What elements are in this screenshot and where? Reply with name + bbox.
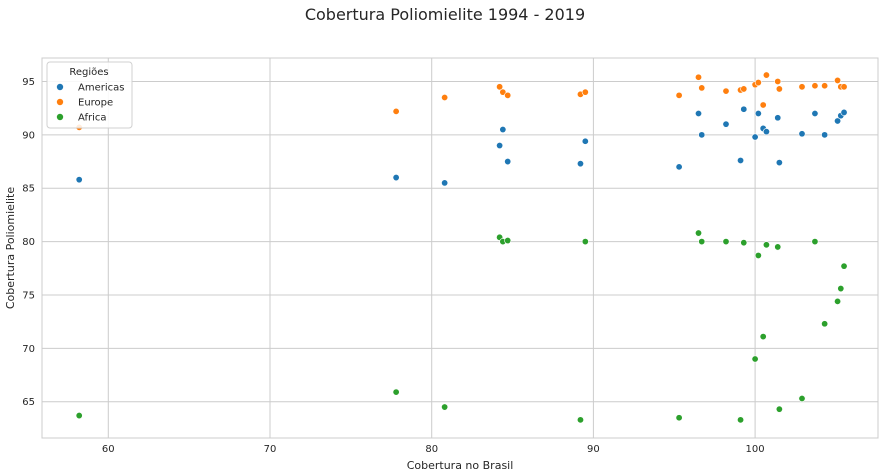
data-point-europe (441, 93, 449, 101)
data-point-americas (762, 128, 770, 136)
data-point-americas (740, 105, 748, 113)
data-point-africa (798, 395, 806, 403)
y-tick-label: 90 (22, 130, 35, 141)
legend-marker-africa (56, 113, 64, 121)
data-point-europe (504, 91, 512, 99)
data-point-africa (762, 241, 770, 249)
data-point-africa (840, 262, 848, 270)
data-point-americas (576, 160, 584, 168)
data-point-americas (392, 174, 400, 182)
data-point-africa (504, 237, 512, 245)
data-point-africa (834, 297, 842, 305)
data-point-europe (798, 83, 806, 91)
data-point-americas (581, 137, 589, 145)
data-point-europe (821, 82, 829, 90)
data-point-americas (798, 130, 806, 138)
data-point-europe (392, 107, 400, 115)
data-point-americas (834, 117, 842, 125)
data-point-africa (811, 238, 819, 246)
data-point-europe (834, 76, 842, 84)
y-tick-label: 95 (22, 77, 35, 88)
data-point-americas (695, 110, 703, 118)
x-tick-label: 80 (425, 444, 438, 455)
data-point-europe (499, 88, 507, 96)
data-point-americas (840, 108, 848, 116)
data-point-europe (774, 77, 782, 85)
y-tick-label: 80 (22, 237, 35, 248)
y-tick-label: 85 (22, 184, 35, 195)
legend-label-americas: Americas (78, 83, 124, 94)
legend: Regiões Americas Europe Africa (46, 61, 133, 129)
data-points (75, 71, 848, 424)
data-point-africa (441, 403, 449, 411)
data-point-americas (737, 156, 745, 164)
data-point-europe (675, 91, 683, 99)
plot-area (41, 57, 879, 439)
data-point-europe (754, 79, 762, 87)
data-point-americas (821, 131, 829, 139)
legend-label-africa: Africa (78, 113, 107, 124)
data-point-europe (722, 87, 730, 95)
data-point-africa (737, 416, 745, 424)
data-point-europe (775, 85, 783, 93)
tick-labels: 60 70 80 90 100 65 70 75 80 85 90 95 (22, 77, 764, 455)
legend-label-europe: Europe (78, 98, 113, 109)
y-axis-label: Cobertura Poliomielite (4, 187, 17, 310)
data-point-europe (740, 85, 748, 93)
data-point-africa (675, 414, 683, 422)
data-point-africa (837, 285, 845, 293)
legend-marker-europe (56, 98, 64, 106)
data-point-europe (496, 83, 504, 91)
data-point-africa (698, 238, 706, 246)
legend-title: Regiões (69, 67, 108, 78)
chart-title: Cobertura Poliomielite 1994 - 2019 (305, 5, 585, 24)
data-point-africa (722, 238, 730, 246)
data-point-americas (75, 176, 83, 184)
data-point-africa (754, 251, 762, 259)
data-point-americas (496, 142, 504, 150)
data-point-americas (774, 114, 782, 122)
data-point-europe (811, 82, 819, 90)
data-point-africa (751, 355, 759, 363)
grid-lines (42, 58, 878, 438)
y-tick-label: 70 (22, 344, 35, 355)
data-point-africa (392, 388, 400, 396)
legend-marker-americas (56, 83, 64, 91)
x-tick-label: 70 (264, 444, 277, 455)
data-point-europe (581, 88, 589, 96)
data-point-europe (759, 101, 767, 109)
x-tick-label: 90 (587, 444, 600, 455)
x-axis-label: Cobertura no Brasil (407, 459, 514, 472)
data-point-americas (722, 120, 730, 128)
data-point-africa (576, 416, 584, 424)
legend-box (46, 61, 133, 129)
x-tick-label: 100 (746, 444, 765, 455)
data-point-africa (695, 229, 703, 237)
data-point-americas (751, 133, 759, 141)
data-point-americas (675, 163, 683, 171)
data-point-africa (759, 333, 767, 341)
data-point-africa (75, 412, 83, 420)
y-tick-label: 65 (22, 397, 35, 408)
data-point-europe (840, 83, 848, 91)
data-point-europe (695, 73, 703, 81)
data-point-americas (698, 131, 706, 139)
x-tick-label: 60 (102, 444, 115, 455)
data-point-europe (762, 71, 770, 79)
data-point-americas (775, 159, 783, 167)
data-point-europe (698, 84, 706, 92)
data-point-americas (499, 126, 507, 134)
data-point-africa (581, 238, 589, 246)
data-point-africa (740, 239, 748, 247)
data-point-americas (504, 158, 512, 166)
data-point-africa (774, 243, 782, 251)
data-point-africa (821, 320, 829, 328)
data-point-americas (811, 110, 819, 118)
y-tick-label: 75 (22, 290, 35, 301)
data-point-africa (775, 405, 783, 413)
data-point-americas (441, 179, 449, 187)
data-point-americas (754, 110, 762, 118)
